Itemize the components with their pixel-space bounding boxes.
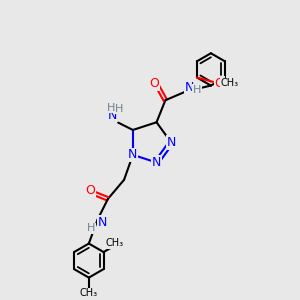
Text: N: N bbox=[152, 156, 161, 169]
Text: N: N bbox=[185, 81, 194, 94]
Text: H: H bbox=[115, 104, 123, 114]
Text: N: N bbox=[128, 148, 138, 161]
Text: N: N bbox=[98, 216, 107, 229]
Text: CH₃: CH₃ bbox=[220, 78, 238, 88]
Text: N: N bbox=[108, 109, 117, 122]
Text: O: O bbox=[149, 77, 159, 90]
Text: H: H bbox=[107, 103, 115, 113]
Text: O: O bbox=[85, 184, 95, 196]
Text: CH₃: CH₃ bbox=[80, 288, 98, 298]
Text: N: N bbox=[167, 136, 176, 149]
Text: CH₃: CH₃ bbox=[106, 238, 124, 248]
Text: H: H bbox=[193, 85, 201, 95]
Text: H: H bbox=[87, 223, 95, 233]
Text: O: O bbox=[214, 77, 224, 90]
